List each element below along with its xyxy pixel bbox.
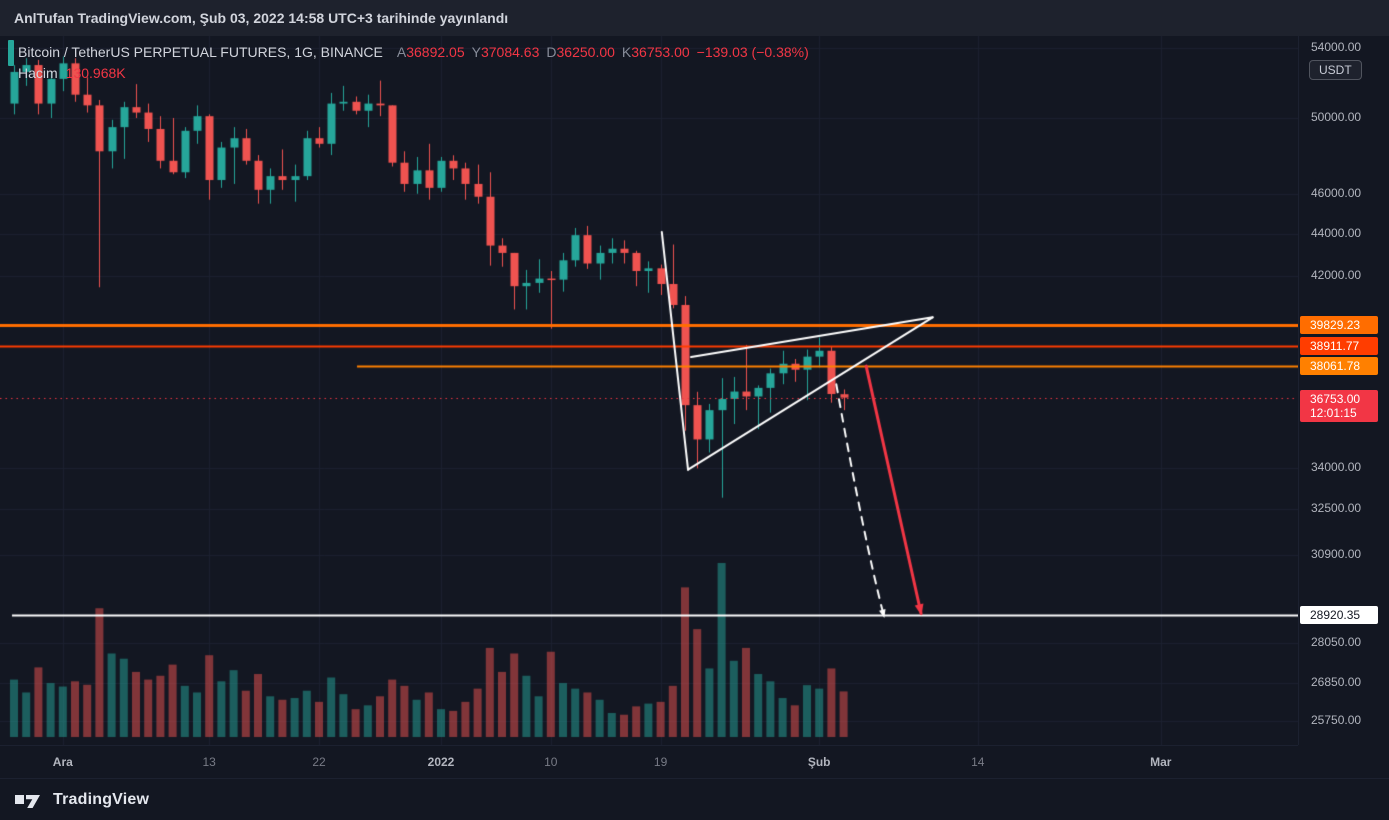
price-axis-tick: 32500.00 bbox=[1311, 501, 1362, 516]
publish-bar: AnlTufan TradingView.com, Şub 03, 2022 1… bbox=[0, 0, 1389, 36]
legend-row-volume: Hacim 130.968K bbox=[18, 65, 809, 81]
time-axis[interactable]: Ara 13 22 2022 10 19 Şub 14 Mar bbox=[0, 745, 1298, 779]
time-axis-tick: 2022 bbox=[427, 755, 455, 769]
time-axis-tick: 10 bbox=[544, 755, 558, 769]
price-axis-tick: 28050.00 bbox=[1311, 635, 1362, 650]
symbol-title[interactable]: Bitcoin / TetherUS PERPETUAL FUTURES, 1G… bbox=[18, 44, 383, 60]
bar-countdown: 12:01:15 bbox=[1310, 405, 1357, 420]
publish-text: AnlTufan TradingView.com, Şub 03, 2022 1… bbox=[14, 10, 509, 26]
price-line-badge: 38911.77 bbox=[1300, 336, 1378, 355]
price-axis-tick: 25750.00 bbox=[1311, 712, 1362, 727]
volume-label: Hacim bbox=[18, 65, 58, 81]
time-axis-tick: Şub bbox=[807, 755, 831, 769]
time-axis-tick: 13 bbox=[202, 755, 216, 769]
price-chart-canvas[interactable] bbox=[0, 36, 1298, 745]
series-color-bar bbox=[8, 40, 14, 66]
chart-legend: Bitcoin / TetherUS PERPETUAL FUTURES, 1G… bbox=[18, 44, 809, 81]
price-axis[interactable]: USDT 54000.00 50000.00 46000.00 44000.00 420… bbox=[1298, 36, 1389, 745]
time-axis-tick: Mar bbox=[1150, 755, 1172, 769]
price-axis-tick: 44000.00 bbox=[1311, 226, 1362, 241]
price-axis-tick: 26850.00 bbox=[1311, 674, 1362, 689]
currency-badge[interactable]: USDT bbox=[1309, 60, 1362, 80]
price-line-badge: 39829.23 bbox=[1300, 315, 1378, 334]
price-axis-tick: 50000.00 bbox=[1311, 110, 1362, 124]
time-axis-tick: Ara bbox=[52, 755, 73, 769]
time-axis-tick: 19 bbox=[653, 755, 668, 769]
price-axis-tick: 54000.00 bbox=[1311, 40, 1362, 55]
volume-value: 130.968K bbox=[65, 65, 126, 81]
tradingview-logo-icon[interactable] bbox=[14, 790, 44, 810]
footer-bar: TradingView bbox=[0, 778, 1389, 820]
ohlc-open: A36892.05 bbox=[396, 44, 465, 60]
ohlc-low: D36250.00 bbox=[546, 44, 615, 60]
last-price-badge: 36753.00 12:01:15 bbox=[1300, 389, 1378, 422]
legend-row-symbol: Bitcoin / TetherUS PERPETUAL FUTURES, 1G… bbox=[18, 44, 809, 60]
ohlc-close: K36753.00 bbox=[621, 44, 690, 60]
price-line-badge: 38061.78 bbox=[1300, 356, 1378, 375]
last-price-value: 36753.00 bbox=[1310, 391, 1361, 406]
change-value: −139.03 (−0.38%) bbox=[696, 44, 809, 60]
time-axis-tick: 14 bbox=[971, 755, 985, 769]
time-axis-tick: 22 bbox=[312, 755, 326, 769]
price-axis-tick: 46000.00 bbox=[1311, 185, 1362, 200]
price-line-badge: 28920.35 bbox=[1300, 606, 1378, 625]
price-axis-tick: 42000.00 bbox=[1311, 268, 1362, 283]
chart-region: Bitcoin / TetherUS PERPETUAL FUTURES, 1G… bbox=[0, 36, 1298, 745]
brand-name[interactable]: TradingView bbox=[53, 790, 150, 808]
ohlc-high: Y37084.63 bbox=[471, 44, 540, 60]
price-axis-tick: 34000.00 bbox=[1311, 460, 1362, 475]
price-axis-tick: 30900.00 bbox=[1311, 547, 1362, 562]
